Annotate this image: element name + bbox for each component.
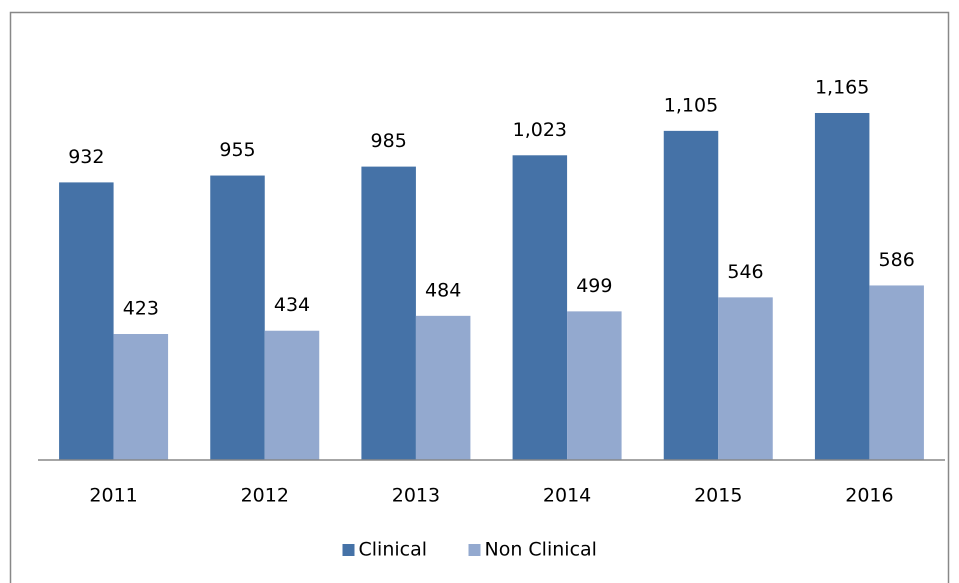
bar [113, 334, 169, 460]
bar [415, 315, 471, 460]
x-tick-label: 2011 [89, 485, 137, 507]
data-label: 546 [727, 261, 763, 283]
x-tick-label: 2012 [241, 485, 289, 507]
data-label: 932 [68, 146, 104, 168]
x-tick-label: 2014 [543, 485, 591, 507]
data-label: 955 [219, 139, 255, 161]
data-label: 484 [425, 279, 461, 301]
legend-marker [468, 544, 481, 556]
chart-border [9, 11, 950, 583]
x-tick-label: 2016 [845, 485, 893, 507]
x-tick-label: 2013 [392, 485, 440, 507]
data-label: 1,105 [664, 94, 718, 116]
bar [59, 182, 114, 460]
data-label: 1,165 [815, 76, 869, 98]
bar [663, 130, 719, 460]
x-tick-label: 2015 [694, 485, 742, 507]
legend-label: Clinical [359, 539, 428, 561]
bar [210, 175, 265, 460]
data-label: 1,023 [513, 119, 567, 141]
bar [869, 285, 924, 460]
legend-marker [342, 544, 355, 556]
data-label: 586 [879, 249, 915, 271]
bar [814, 112, 870, 460]
bar [567, 311, 622, 460]
data-label: 423 [123, 298, 159, 320]
bar [361, 166, 416, 460]
bar [264, 330, 320, 460]
bar [718, 297, 773, 460]
data-label: 985 [371, 130, 407, 152]
legend-label: Non Clinical [485, 539, 597, 561]
data-label: 499 [576, 275, 612, 297]
data-label: 434 [274, 294, 310, 316]
bar [512, 155, 568, 460]
